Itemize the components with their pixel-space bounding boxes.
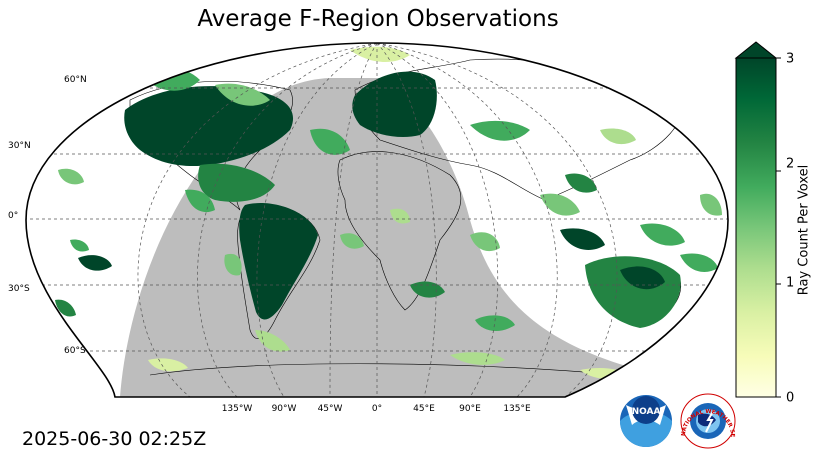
noaa-logo-text: NOAA	[632, 407, 661, 417]
lat-label-60s: 60°S	[64, 346, 86, 356]
lon-label-135w: 135°W	[221, 404, 253, 414]
colorbar-tick-3: 3	[786, 51, 795, 67]
colorbar-tick-0: 0	[786, 390, 795, 406]
colorbar-tick-1: 1	[786, 275, 795, 291]
lat-label-30s: 30°S	[8, 284, 30, 294]
lat-label-60n: 60°N	[64, 75, 87, 85]
map-title: Average F-Region Observations	[197, 6, 559, 32]
lat-label-0: 0°	[8, 211, 19, 221]
lon-label-0: 0°	[371, 404, 383, 414]
colorbar-tick-2: 2	[786, 156, 795, 172]
colorbar-extend-triangle	[734, 41, 778, 59]
lon-label-135e: 135°E	[503, 404, 531, 414]
map-boundary	[25, 42, 729, 398]
lon-label-45w: 45°W	[317, 404, 343, 414]
coverage-south-america	[239, 203, 318, 320]
lon-label-90e: 90°E	[459, 404, 481, 414]
colorbar-fill	[735, 57, 777, 398]
nws-logo-text: NATIONAL WEATHER SERVICE	[0, 0, 735, 438]
svg-text:NATIONAL WEATHER SERVICE: NATIONAL WEATHER SERVICE	[0, 0, 735, 438]
lon-label-45e: 45°E	[413, 404, 435, 414]
graticule	[26, 43, 728, 397]
night-shade	[120, 78, 640, 397]
coverage-central-america	[198, 163, 275, 202]
lat-label-30n: 30°N	[8, 141, 31, 151]
timestamp: 2025-06-30 02:25Z	[22, 428, 207, 450]
colorbar-ticks	[776, 57, 781, 398]
nws-logo-icon: NATIONAL WEATHER SERVICE	[0, 0, 736, 449]
noaa-logo-icon: NOAA	[620, 395, 672, 447]
lon-label-90w: 90°W	[271, 404, 297, 414]
coverage-north-america	[124, 86, 294, 167]
